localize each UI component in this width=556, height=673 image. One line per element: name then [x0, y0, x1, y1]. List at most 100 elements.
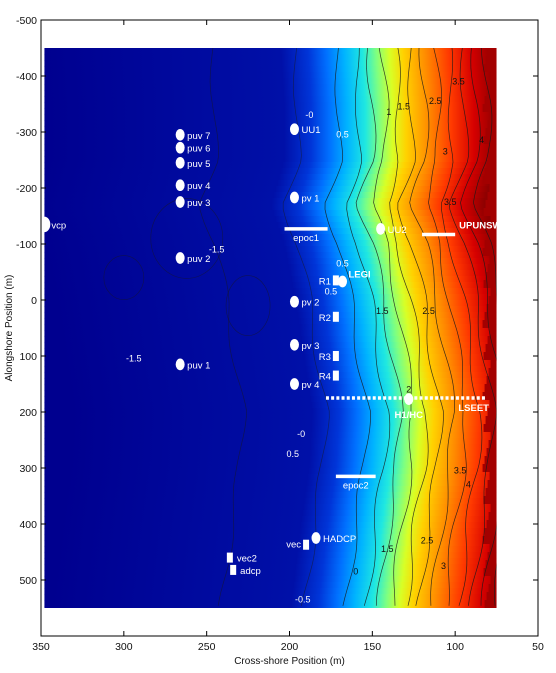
field-strip — [44, 498, 497, 505]
field-strip — [44, 246, 497, 253]
instrument-marker — [303, 539, 310, 550]
field-strip — [44, 594, 497, 601]
contour-lines — [103, 48, 497, 606]
y-tick-label: -100 — [16, 239, 37, 251]
field-edge-cell — [486, 232, 497, 240]
array-label: epoc2 — [343, 480, 369, 491]
instrument-marker — [289, 338, 299, 351]
field-strip — [44, 366, 497, 373]
field-edge-cell — [485, 200, 497, 208]
field-strip — [44, 384, 497, 391]
field-edge-cell — [488, 584, 497, 592]
contour-label: -1.5 — [209, 244, 225, 254]
field-edge-cell — [483, 352, 497, 360]
field-strip — [44, 516, 497, 523]
instrument-label: HADCP — [323, 534, 356, 545]
field-edge-cell — [490, 288, 497, 296]
field-edge-cell — [489, 400, 497, 408]
field-strip — [44, 420, 497, 427]
field-strip — [44, 432, 497, 439]
contour-label: 0.5 — [287, 449, 300, 459]
field-edge-cell — [488, 224, 497, 232]
field-strip — [44, 180, 497, 187]
field-strip — [44, 474, 497, 481]
instrument-label: R1 — [319, 276, 331, 287]
field-edge-cell — [487, 336, 497, 344]
instrument-label: adcp — [240, 566, 261, 577]
field-edge-cell — [483, 496, 497, 504]
field-edge-cell — [488, 368, 497, 376]
y-tick-label: -200 — [16, 183, 37, 195]
field-strip — [44, 318, 497, 325]
field-edge-cell — [483, 424, 497, 432]
contour-label: -0 — [305, 110, 313, 120]
y-tick-label: 100 — [19, 351, 37, 363]
field-edge-cell — [482, 464, 497, 472]
field-edge-cell — [489, 472, 497, 480]
field-edge-cell — [483, 280, 497, 288]
field-strip — [44, 294, 497, 301]
field-strip — [44, 330, 497, 337]
instrument-label: R3 — [319, 352, 331, 363]
field-strip — [44, 228, 497, 235]
field-strip — [44, 300, 497, 307]
field-edge-cell — [486, 520, 497, 528]
field-edge-cell — [488, 80, 497, 88]
contour-line — [449, 48, 497, 606]
field-strip — [44, 120, 497, 127]
field-strip — [44, 540, 497, 547]
instrument-marker — [404, 393, 414, 405]
instrument-marker — [175, 252, 185, 264]
field-strip — [44, 558, 497, 565]
field-strip — [44, 132, 497, 139]
contour-label: 3 — [443, 146, 448, 156]
instrument-label: R4 — [319, 372, 331, 383]
field-strip — [44, 462, 497, 469]
field-strip — [44, 48, 497, 55]
field-edge-cell — [489, 544, 497, 552]
field-strip — [44, 198, 497, 205]
field-edge-cell — [485, 272, 497, 280]
x-tick-label: 100 — [446, 641, 464, 653]
instrument-marker — [230, 564, 237, 575]
field-edge-cell — [482, 536, 497, 544]
field-strip — [44, 402, 497, 409]
field-strip — [44, 270, 497, 277]
instrument-label: pv 1 — [301, 194, 319, 205]
contour-label: 3.5 — [454, 466, 467, 476]
contour-label: 3.5 — [444, 197, 457, 207]
contour-label: 3.5 — [452, 76, 465, 86]
instrument-label: UU2 — [388, 225, 407, 236]
field-strip — [44, 534, 497, 541]
field-strip — [44, 174, 497, 181]
y-tick-label: 0 — [31, 295, 37, 307]
field-edge-cell — [482, 104, 497, 112]
field-strip — [44, 492, 497, 499]
instrument-marker — [376, 223, 386, 235]
field-strip — [44, 234, 497, 241]
y-tick-label: 300 — [19, 463, 37, 475]
field-edge-cell — [487, 408, 497, 416]
field-strip — [44, 378, 497, 385]
field-strip — [44, 372, 497, 379]
instrument-label: R2 — [319, 313, 331, 324]
contour-label: -0 — [297, 429, 305, 439]
field-strip — [44, 342, 497, 349]
field-edge-cell — [482, 320, 497, 328]
contour-labels: 0.5 1 1.5 2.5 3.5 3 4 0.5 -0 0.5 1.5 2.5 3.5 -0 0.5 1.5… — [126, 76, 484, 604]
field-edge-cell — [484, 384, 497, 392]
x-tick-label: 50 — [532, 641, 544, 653]
x-tick-label: 150 — [364, 641, 382, 653]
field-strip — [44, 510, 497, 517]
contour-label: -1.5 — [126, 354, 142, 364]
instrument-label: pv 3 — [301, 341, 319, 352]
field-edge-cell — [490, 360, 497, 368]
field-strip — [44, 600, 497, 607]
contour-label: 1 — [386, 107, 391, 117]
field-strip — [44, 216, 497, 223]
field-strip — [44, 450, 497, 457]
instrument-marker — [175, 358, 185, 371]
instrument-marker — [175, 196, 185, 208]
field-edge-cell — [488, 296, 497, 304]
field-edge-cell — [485, 344, 497, 352]
